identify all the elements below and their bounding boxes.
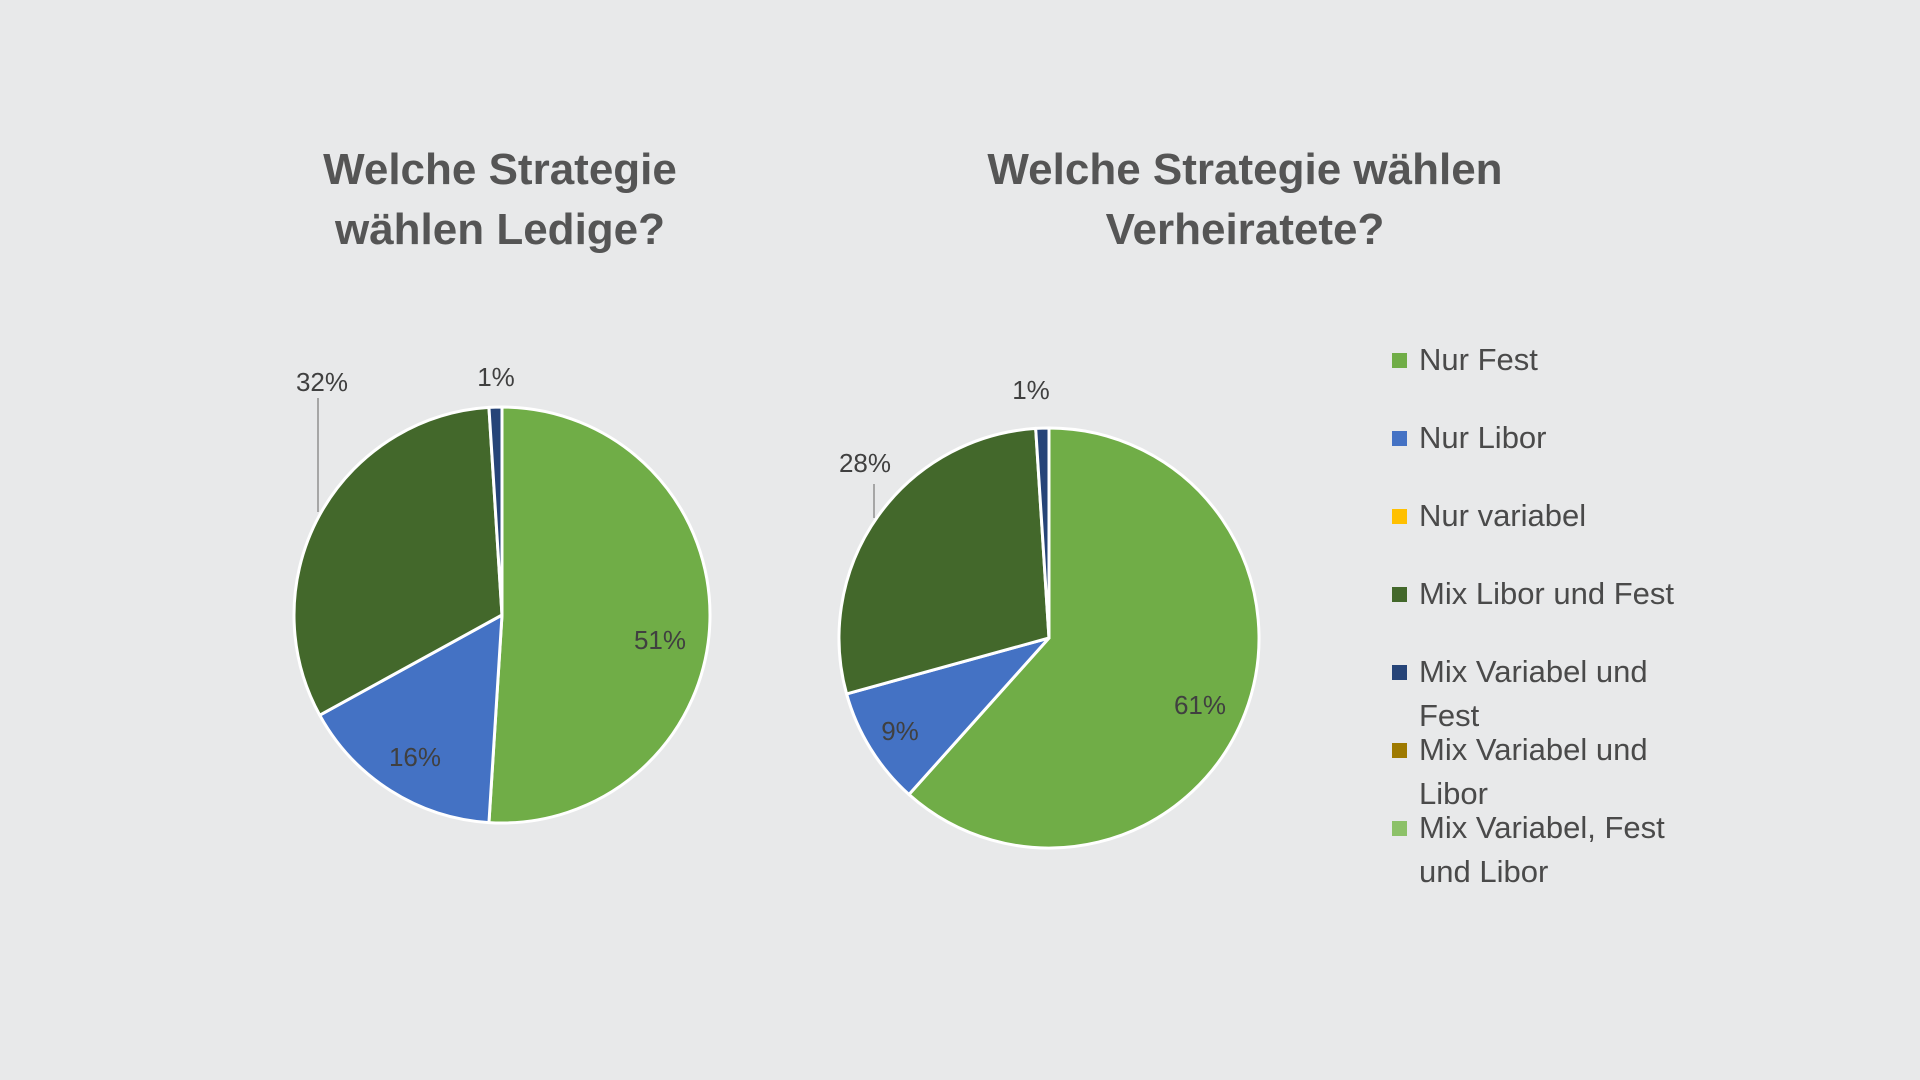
data-label: 32% [296,367,348,397]
data-label: 28% [839,448,891,478]
pie-slice-nur-fest [907,426,1261,850]
legend-swatch [1392,353,1407,368]
pie-slice-nur-libor [318,613,504,825]
legend-label: Mix Variabel und Fest [1419,654,1648,733]
pie-slice-mix-libor-und-fest [837,426,1051,696]
legend-swatch [1392,587,1407,602]
legend-item: Nur variabel [1392,494,1712,572]
data-label: 9% [881,716,919,746]
legend-label: Nur variabel [1419,498,1587,533]
legend-swatch [1392,743,1407,758]
legend-item: Mix Variabel und Libor [1392,728,1712,811]
pie-slice-nur-libor [845,636,1051,797]
data-label: 1% [477,362,515,392]
legend-item: Nur Libor [1392,416,1712,494]
pie-slice-mix-libor-und-fest [292,405,504,717]
chart-title-ledige: Welche Strategie wählen Ledige? [323,145,677,254]
legend-swatch [1392,509,1407,524]
legend: Nur Fest Nur Libor Nur variabel Mix Libor u… [1392,338,1712,889]
legend-item: Mix Variabel und Fest [1392,650,1712,733]
legend-swatch [1392,821,1407,836]
legend-swatch [1392,665,1407,680]
data-label: 16% [389,742,441,772]
data-label: 1% [1012,375,1050,405]
legend-item: Mix Libor und Fest [1392,572,1712,650]
pie-slice-mix-variabel-und-fest [487,405,504,617]
pie-slice-nur-fest [487,405,712,825]
legend-item: Nur Fest [1392,338,1712,416]
legend-label: Nur Fest [1419,342,1538,377]
legend-label: Mix Libor und Fest [1419,576,1674,611]
pie-chart-ledige: 51% 16% 32% 1% [292,362,712,825]
pie-slice-mix-variabel-und-fest [1034,426,1051,640]
legend-label: Mix Variabel, Fest und Libor [1419,810,1665,889]
data-label: 61% [1174,690,1226,720]
legend-label: Nur Libor [1419,420,1547,455]
legend-swatch [1392,431,1407,446]
legend-item: Mix Variabel, Fest und Libor [1392,806,1712,889]
data-label: 51% [634,625,686,655]
pie-chart-verheiratete: 61% 9% 28% 1% [837,375,1261,850]
chart-title-verheiratete: Welche Strategie wählen Verheiratete? [987,145,1503,254]
legend-label: Mix Variabel und Libor [1419,732,1648,811]
